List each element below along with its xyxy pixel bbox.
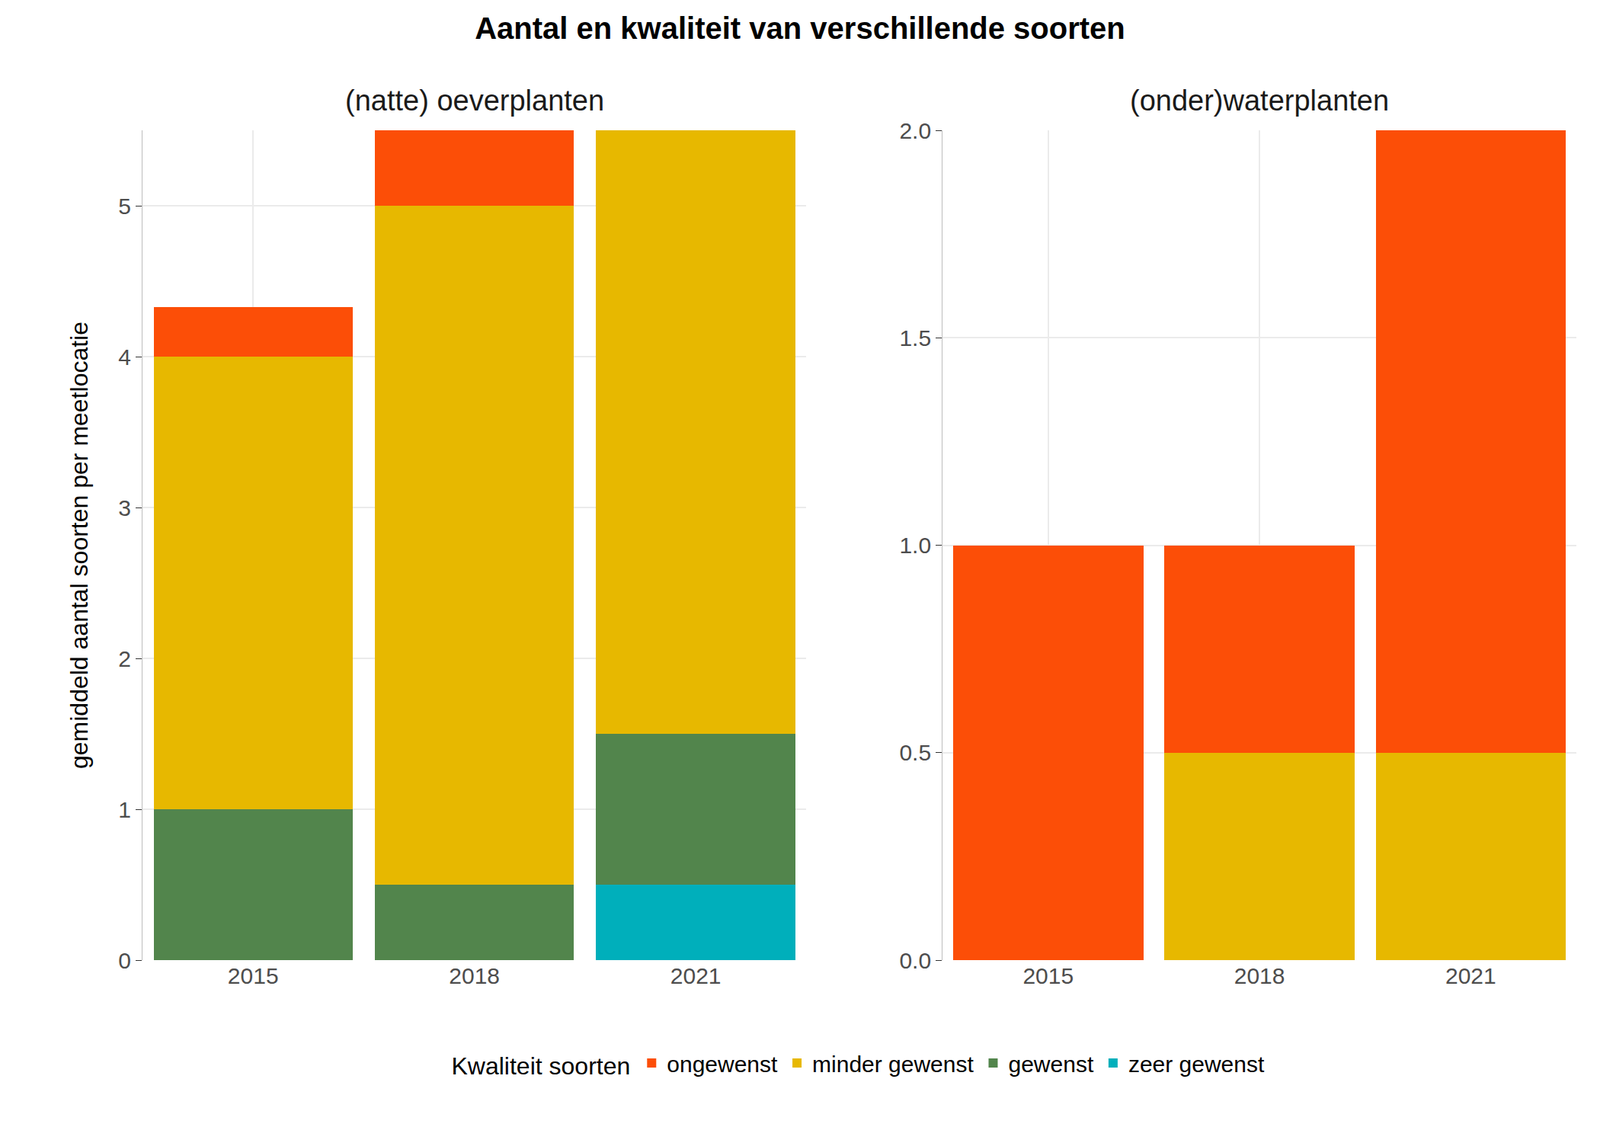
svg-text:Kwaliteit soorten: Kwaliteit soorten	[451, 1052, 631, 1081]
svg-text:0.0: 0.0	[899, 947, 932, 973]
svg-text:1: 1	[118, 796, 132, 823]
svg-text:4: 4	[118, 344, 132, 370]
svg-text:gewenst: gewenst	[1008, 1051, 1094, 1077]
svg-text:3: 3	[118, 495, 132, 521]
svg-text:1.0: 1.0	[899, 532, 932, 558]
svg-text:2021: 2021	[670, 963, 722, 989]
svg-text:zeer gewenst: zeer gewenst	[1128, 1051, 1265, 1077]
svg-text:2015: 2015	[227, 963, 279, 989]
svg-text:gemiddeld aantal soorten per m: gemiddeld aantal soorten per meetlocatie	[65, 321, 93, 769]
svg-text:1.5: 1.5	[899, 325, 932, 351]
svg-text:2015: 2015	[1022, 963, 1074, 989]
svg-text:2018: 2018	[1234, 963, 1286, 989]
svg-text:5: 5	[118, 193, 132, 219]
svg-text:2.0: 2.0	[899, 118, 932, 144]
svg-text:Aantal en kwaliteit van versch: Aantal en kwaliteit van verschillende so…	[474, 11, 1126, 45]
svg-text:minder gewenst: minder gewenst	[812, 1051, 974, 1077]
svg-text:(natte) oeverplanten: (natte) oeverplanten	[345, 84, 605, 117]
svg-text:2018: 2018	[448, 963, 500, 989]
svg-text:2: 2	[118, 646, 132, 672]
svg-text:2021: 2021	[1445, 963, 1497, 989]
svg-text:0: 0	[118, 947, 132, 973]
svg-text:ongewenst: ongewenst	[666, 1051, 778, 1077]
svg-text:0.5: 0.5	[899, 739, 932, 765]
svg-text:(onder)waterplanten: (onder)waterplanten	[1129, 84, 1389, 117]
